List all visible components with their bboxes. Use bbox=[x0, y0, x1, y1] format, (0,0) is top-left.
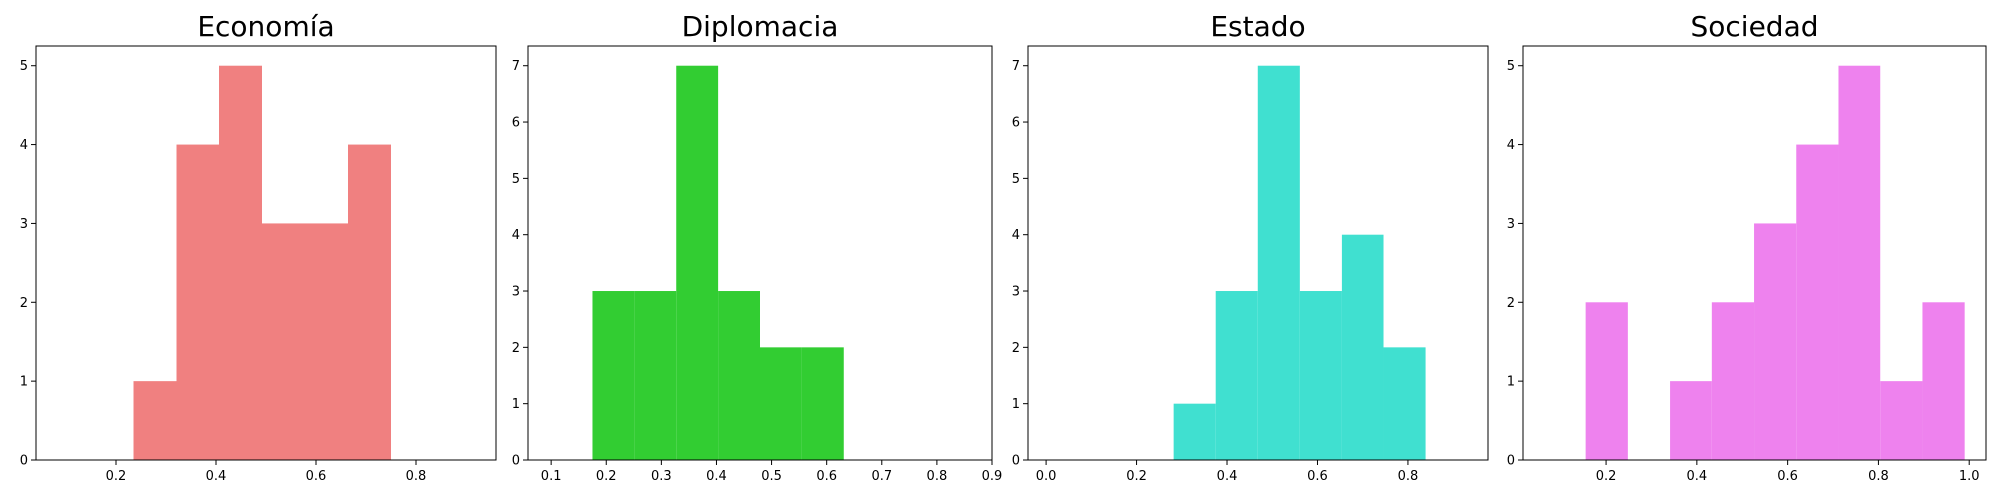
x-tick-label: 0.5 bbox=[761, 469, 782, 484]
bar bbox=[1838, 65, 1881, 460]
y-tick-label: 4 bbox=[512, 228, 520, 243]
axes-frame bbox=[527, 45, 993, 461]
y-tick-label: 3 bbox=[512, 285, 520, 300]
bar bbox=[262, 223, 305, 460]
bar bbox=[1670, 381, 1712, 460]
x-tick-label: 0.2 bbox=[1596, 469, 1617, 484]
bar bbox=[1173, 403, 1216, 460]
bar bbox=[1585, 302, 1628, 460]
x-tick-label: 0.8 bbox=[1868, 469, 1889, 484]
y-tick-label: 5 bbox=[20, 59, 28, 74]
y-tick-label: 7 bbox=[512, 59, 520, 74]
y-tick-label: 2 bbox=[1507, 296, 1515, 311]
x-tick-label: 0.2 bbox=[106, 469, 127, 484]
bar bbox=[1341, 234, 1384, 460]
bar bbox=[1796, 144, 1839, 461]
bar bbox=[634, 291, 677, 460]
bar bbox=[760, 347, 802, 460]
x-tick-label: 0.9 bbox=[982, 469, 1003, 484]
y-tick-label: 3 bbox=[1012, 285, 1020, 300]
bar bbox=[801, 347, 844, 460]
x-tick-label: 0.6 bbox=[306, 469, 327, 484]
bar bbox=[718, 291, 760, 460]
bar bbox=[348, 144, 391, 461]
x-tick-label: 0.4 bbox=[1217, 469, 1238, 484]
x-tick-label: 0.8 bbox=[406, 469, 427, 484]
y-tick-label: 1 bbox=[1012, 397, 1020, 412]
x-tick-label: 0.6 bbox=[816, 469, 837, 484]
y-tick-label: 3 bbox=[1507, 217, 1515, 232]
bar bbox=[1383, 347, 1426, 460]
bar bbox=[592, 291, 635, 460]
y-tick-label: 1 bbox=[1507, 375, 1515, 390]
x-tick-label: 0.1 bbox=[541, 469, 562, 484]
y-tick-label: 4 bbox=[1012, 228, 1020, 243]
chart-title: Sociedad bbox=[1690, 10, 1818, 43]
axes-frame bbox=[1027, 45, 1489, 461]
y-tick-label: 0 bbox=[1012, 454, 1020, 469]
bar bbox=[133, 381, 177, 460]
x-tick-label: 0.2 bbox=[596, 469, 617, 484]
axes-frame bbox=[35, 45, 497, 461]
y-tick-label: 0 bbox=[512, 454, 520, 469]
y-tick-label: 2 bbox=[20, 296, 28, 311]
bar bbox=[676, 65, 719, 460]
x-tick-label: 0.3 bbox=[651, 469, 672, 484]
axes-frame bbox=[1522, 45, 1987, 461]
chart-title: Estado bbox=[1210, 10, 1305, 43]
x-tick-label: 0.4 bbox=[1687, 469, 1708, 484]
x-tick-label: 0.4 bbox=[206, 469, 227, 484]
bar bbox=[1754, 223, 1797, 460]
x-tick-label: 1.0 bbox=[1959, 469, 1980, 484]
chart-title: Economía bbox=[197, 10, 334, 43]
x-tick-label: 0.8 bbox=[927, 469, 948, 484]
bar bbox=[1711, 302, 1755, 460]
y-tick-label: 6 bbox=[1012, 116, 1020, 131]
y-tick-label: 2 bbox=[1012, 341, 1020, 356]
x-tick-label: 0.7 bbox=[871, 469, 892, 484]
y-tick-label: 6 bbox=[512, 116, 520, 131]
x-tick-label: 0.0 bbox=[1036, 469, 1057, 484]
y-tick-label: 4 bbox=[20, 138, 28, 153]
x-tick-label: 0.8 bbox=[1398, 469, 1419, 484]
bar bbox=[1215, 291, 1258, 460]
y-tick-label: 4 bbox=[1507, 138, 1515, 153]
y-tick-label: 2 bbox=[512, 341, 520, 356]
bar bbox=[1880, 381, 1923, 460]
y-tick-label: 1 bbox=[512, 397, 520, 412]
bar bbox=[1922, 302, 1965, 460]
bar bbox=[219, 65, 262, 460]
chart-title: Diplomacia bbox=[682, 10, 839, 43]
y-tick-label: 3 bbox=[20, 217, 28, 232]
y-tick-label: 5 bbox=[512, 172, 520, 187]
x-tick-label: 0.6 bbox=[1307, 469, 1328, 484]
y-tick-label: 5 bbox=[1507, 59, 1515, 74]
bar bbox=[305, 223, 348, 460]
y-tick-label: 0 bbox=[1507, 454, 1515, 469]
x-tick-label: 0.4 bbox=[706, 469, 727, 484]
y-tick-label: 0 bbox=[20, 454, 28, 469]
y-tick-label: 1 bbox=[20, 375, 28, 390]
y-tick-label: 5 bbox=[1012, 172, 1020, 187]
bar bbox=[1257, 65, 1300, 460]
bar bbox=[1299, 291, 1342, 460]
bar bbox=[176, 144, 219, 461]
x-tick-label: 0.2 bbox=[1126, 469, 1147, 484]
x-tick-label: 0.6 bbox=[1777, 469, 1798, 484]
y-tick-label: 7 bbox=[1012, 59, 1020, 74]
